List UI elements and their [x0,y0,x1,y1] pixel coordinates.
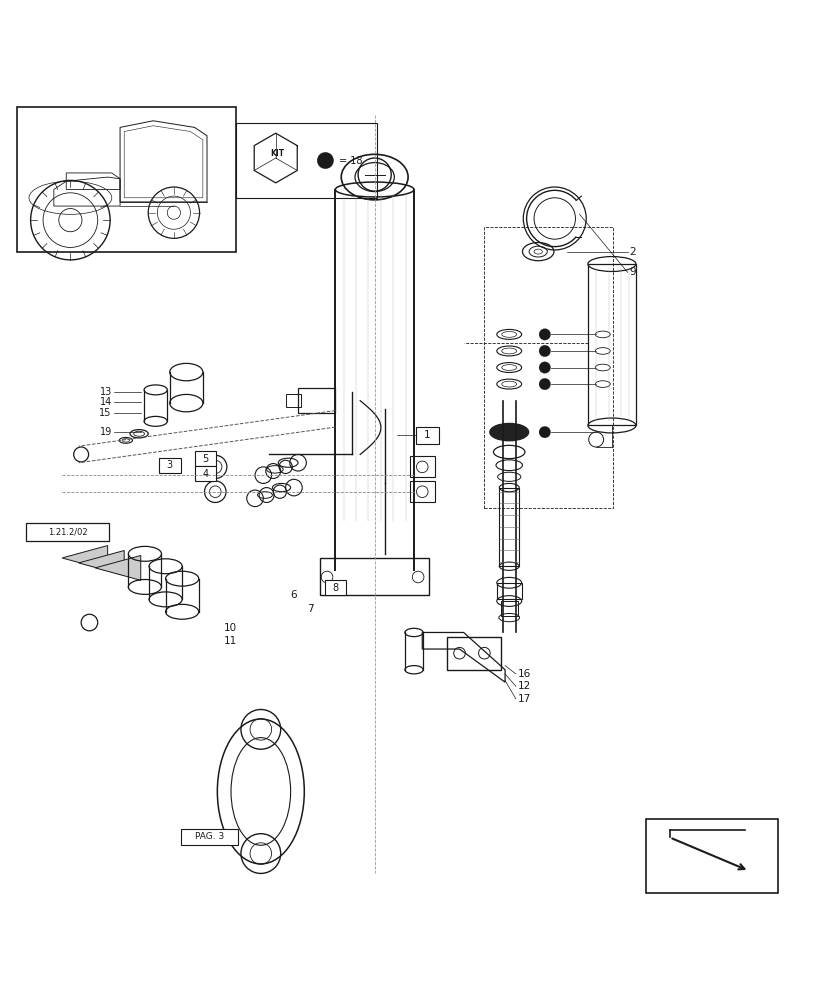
Text: 11: 11 [223,636,237,646]
Bar [499,488,519,566]
Text: 17: 17 [517,694,530,704]
Bar [194,466,216,481]
Bar [236,123,376,198]
Bar [484,227,612,508]
Bar [194,451,216,466]
Bar [409,456,434,477]
Text: 1.21.2/02: 1.21.2/02 [48,528,88,537]
Text: 7: 7 [307,604,313,614]
Bar [159,458,180,473]
Polygon shape [62,546,108,570]
Bar [409,481,434,502]
Polygon shape [79,551,124,575]
Bar [324,580,346,595]
Text: 3: 3 [166,460,173,470]
Text: 5: 5 [202,454,208,464]
Bar [645,819,777,893]
Text: 14: 14 [99,397,112,407]
Bar [320,558,428,595]
Text: = 18: = 18 [338,156,361,166]
Bar [180,829,238,845]
Circle shape [538,362,550,373]
Text: 16: 16 [517,669,530,679]
Text: 12: 12 [517,681,530,691]
Text: 6: 6 [290,590,297,600]
Bar [500,601,517,616]
Text: 2: 2 [629,247,635,257]
Circle shape [538,378,550,390]
Text: PAG. 3: PAG. 3 [194,832,224,841]
Bar [26,523,109,541]
Text: 8: 8 [332,583,338,593]
Ellipse shape [490,424,528,440]
Circle shape [538,345,550,357]
Polygon shape [95,555,141,580]
Circle shape [538,426,550,438]
Circle shape [317,152,333,169]
Circle shape [538,329,550,340]
Bar [496,583,521,599]
Bar [285,394,300,407]
Text: 19: 19 [99,427,112,437]
Bar [298,388,335,413]
Text: KIT: KIT [270,149,284,158]
Text: 9: 9 [629,267,635,277]
Text: 1: 1 [423,430,430,440]
Bar [587,264,635,425]
Text: 13: 13 [99,387,112,397]
Bar [415,427,438,444]
Text: 10: 10 [223,623,237,633]
Bar [447,637,500,670]
Text: 4: 4 [202,469,208,479]
Text: 15: 15 [99,408,112,418]
Bar [17,107,236,252]
